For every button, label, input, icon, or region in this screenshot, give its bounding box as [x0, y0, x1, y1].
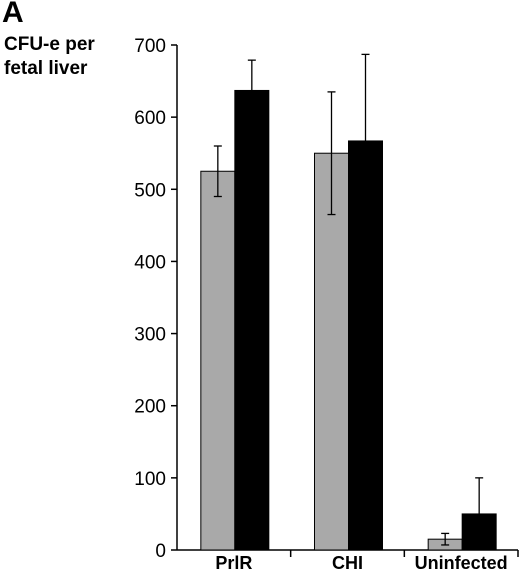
category-label-prlr: PrlR	[215, 553, 252, 572]
bar-black-prlr	[234, 89, 270, 551]
bar-black-chi	[348, 140, 383, 551]
bar-black-uninfected	[461, 513, 497, 551]
y-tick-label: 200	[134, 397, 166, 418]
category-label-chi: CHI	[332, 553, 363, 572]
y-tick-label: 700	[134, 36, 166, 57]
y-tick-label: 300	[134, 325, 166, 346]
panel-letter: A	[2, 0, 24, 29]
y-axis-label-line-1: CFU-e per	[4, 34, 95, 55]
y-axis-label-line-2: fetal liver	[4, 58, 88, 79]
y-tick-label: 100	[134, 469, 166, 490]
bar-gray-prlr	[200, 170, 236, 551]
y-axis-label: CFU-e per fetal liver	[4, 33, 95, 81]
bar-gray-chi	[314, 152, 349, 551]
y-tick-label: 0	[155, 541, 166, 562]
y-tick-label: 500	[134, 180, 166, 201]
category-label-uninfected: Uninfected	[415, 553, 508, 572]
y-tick-label: 600	[134, 108, 166, 129]
y-tick-label: 400	[134, 252, 166, 273]
